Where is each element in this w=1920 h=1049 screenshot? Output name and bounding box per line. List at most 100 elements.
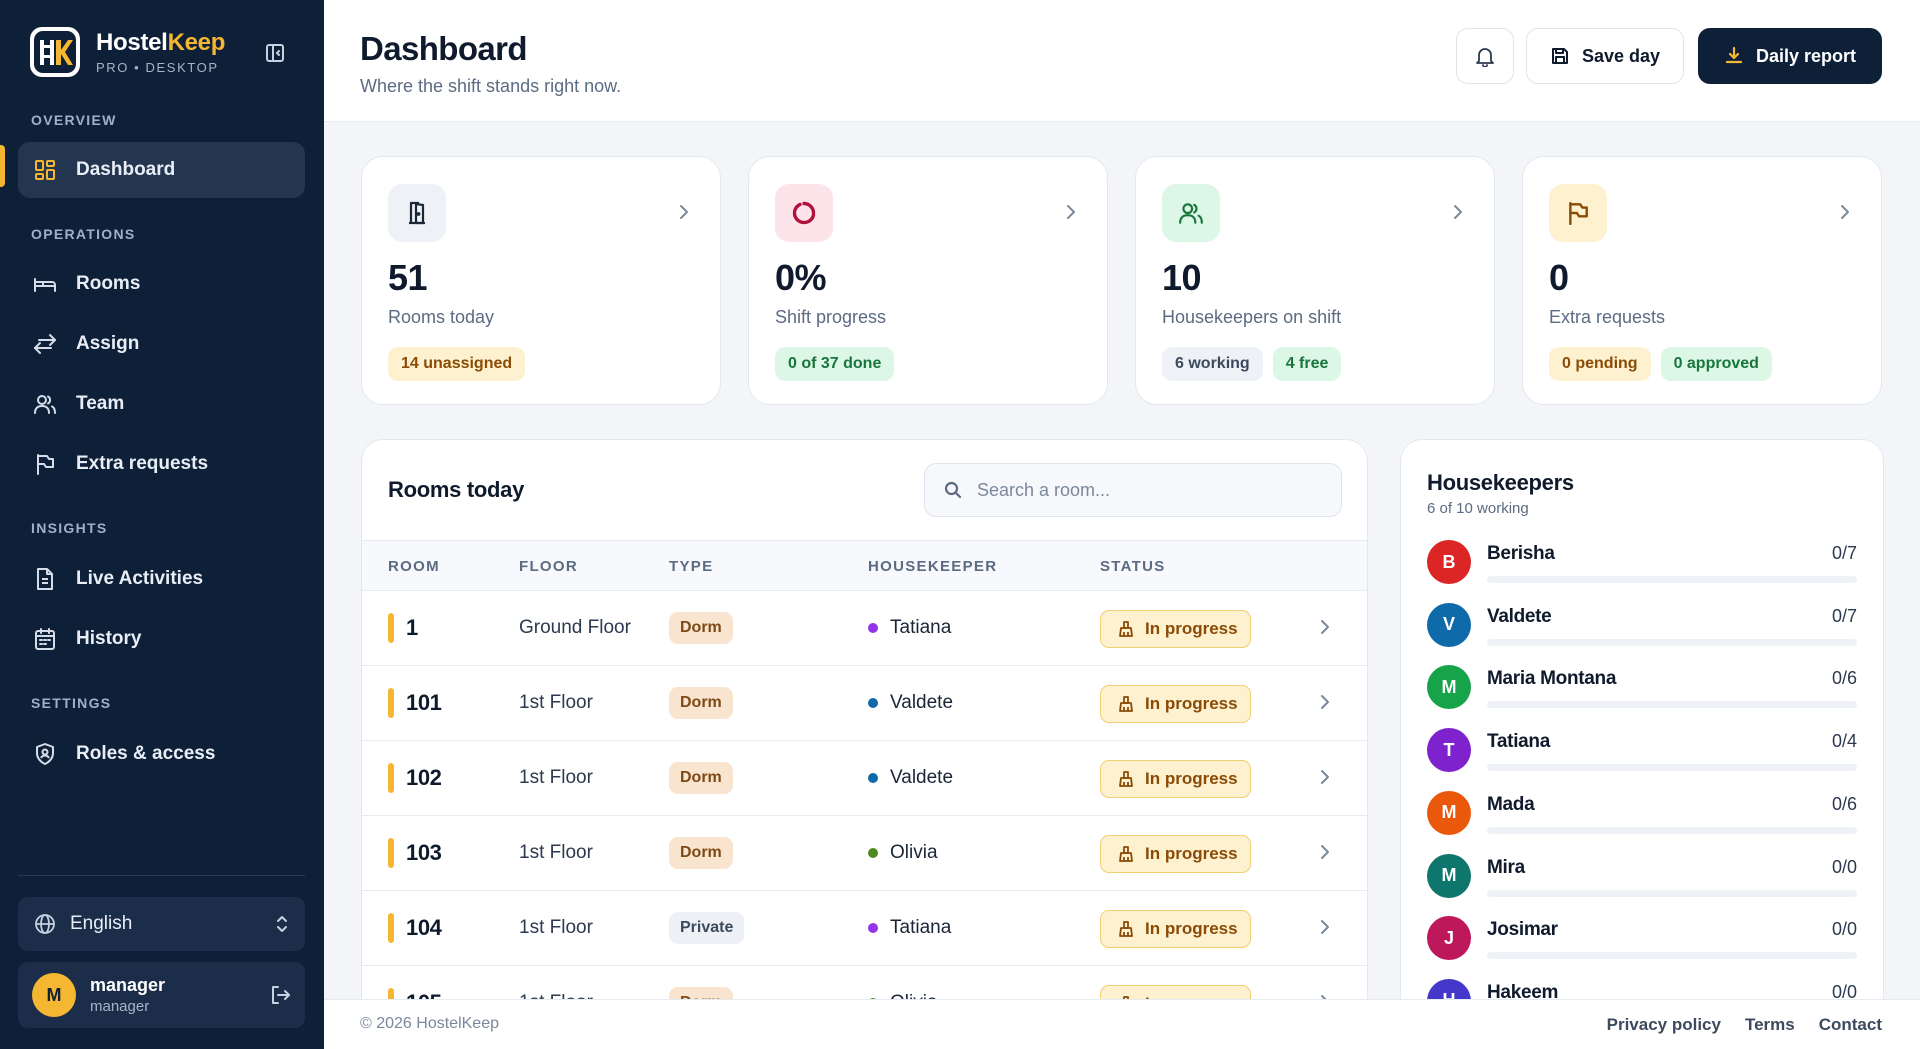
table-row[interactable]: 102 1st Floor Dorm Valdete In progress [362, 741, 1367, 816]
column-header-floor[interactable]: FLOOR [519, 558, 578, 575]
stat-label: Shift progress [775, 307, 887, 327]
search-box[interactable] [924, 463, 1342, 517]
stat-card-rooms-today[interactable]: 51 Rooms today 14 unassigned [361, 156, 721, 405]
sidebar-item-roles-access[interactable]: Roles & access [18, 726, 305, 782]
housekeeper-row[interactable]: M Mira 0/0 [1427, 853, 1857, 904]
chevron-right-icon[interactable] [1320, 919, 1330, 935]
brand-subtitle: PRO • DESKTOP [96, 60, 219, 75]
housekeeper-name: Josimar [1487, 919, 1558, 941]
logout-icon[interactable] [269, 984, 291, 1006]
pending-badge: 0 pending [1549, 347, 1651, 381]
stat-card-shift-progress[interactable]: 0% Shift progress 0 of 37 done [748, 156, 1108, 405]
column-header-type[interactable]: TYPE [669, 558, 714, 575]
chevron-right-icon[interactable] [1320, 694, 1330, 710]
progress-bar [1487, 826, 1857, 834]
search-input[interactable] [977, 479, 1317, 501]
brand-name-part1: Hostel [96, 29, 168, 56]
sidebar-item-label: Team [76, 393, 125, 414]
stat-card-extra-requests[interactable]: 0 Extra requests 0 pending 0 approved [1522, 156, 1882, 405]
room-type-badge: Private [669, 912, 745, 944]
stat-value: 51 [388, 257, 428, 298]
chevron-right-icon [1839, 203, 1851, 221]
contact-link[interactable]: Contact [1818, 1015, 1882, 1034]
housekeeper-color-dot [868, 773, 878, 783]
housekeeper-name: Valdete [890, 692, 954, 713]
language-select[interactable]: English [18, 897, 305, 951]
room-housekeeper: Tatiana [868, 617, 951, 639]
avatar: M [32, 973, 76, 1017]
room-number: 103 [406, 840, 442, 865]
avatar: M [1427, 790, 1471, 835]
column-header-housekeeper[interactable]: HOUSEKEEPER [868, 558, 998, 575]
column-header-room[interactable]: ROOM [388, 558, 440, 575]
housekeeper-row[interactable]: T Tatiana 0/4 [1427, 728, 1857, 778]
sidebar-item-team[interactable]: Team [18, 376, 305, 432]
sidebar-item-history[interactable]: History [18, 611, 305, 667]
room-floor: 1st Floor [519, 842, 593, 863]
save-day-button[interactable]: Save day [1526, 28, 1684, 84]
table-row[interactable]: 1 Ground Floor Dorm Tatiana In progress [362, 591, 1367, 666]
row-status-marker [388, 613, 394, 643]
chevron-right-icon[interactable] [1320, 769, 1330, 785]
column-header-status[interactable]: STATUS [1100, 558, 1166, 575]
sidebar-item-live-activities[interactable]: Live Activities [18, 551, 305, 607]
room-number: 104 [406, 915, 442, 940]
housekeeper-count: 0/6 [1831, 793, 1857, 814]
bed-icon [32, 271, 58, 297]
shield-icon [32, 741, 58, 767]
housekeeper-name: Hakeem [1487, 981, 1559, 1003]
privacy-policy-link[interactable]: Privacy policy [1606, 1015, 1721, 1034]
table-row[interactable]: 104 1st Floor Private Tatiana In progress [362, 891, 1367, 966]
room-number: 102 [406, 765, 442, 790]
sidebar-item-dashboard[interactable]: Dashboard [18, 142, 305, 198]
calendar-icon [32, 626, 58, 652]
save-day-label: Save day [1581, 45, 1661, 66]
table-row[interactable]: 103 1st Floor Dorm Olivia In progress [362, 816, 1367, 891]
housekeeper-count: 0/0 [1831, 856, 1857, 877]
status-label: In progress [1145, 919, 1238, 938]
housekeeper-row[interactable]: M Mada 0/6 [1427, 790, 1857, 841]
progress-bar [1487, 701, 1857, 709]
room-type-badge: Dorm [669, 762, 733, 794]
notifications-button[interactable] [1456, 28, 1514, 84]
status-label: In progress [1145, 619, 1238, 638]
sidebar-item-rooms[interactable]: Rooms [18, 256, 305, 312]
brand[interactable]: HostelKeep PRO • DESKTOP [30, 27, 225, 77]
terms-link[interactable]: Terms [1744, 1015, 1795, 1034]
chevron-right-icon[interactable] [1320, 619, 1330, 635]
stat-card-housekeepers[interactable]: 10 Housekeepers on shift 6 working 4 fre… [1135, 156, 1495, 405]
room-type-badge: Dorm [669, 837, 733, 869]
avatar: V [1427, 602, 1471, 647]
row-status-marker [388, 913, 394, 943]
housekeeper-count: 0/4 [1831, 731, 1857, 752]
table-row[interactable]: 101 1st Floor Dorm Valdete In progress [362, 666, 1367, 741]
sidebar-item-extra-requests[interactable]: Extra requests [18, 436, 305, 492]
room-housekeeper: Olivia [868, 842, 938, 864]
copyright: © 2026 HostelKeep [360, 1015, 499, 1032]
nav-section-operations: OPERATIONS [31, 226, 136, 242]
status-badge: In progress [1100, 910, 1251, 948]
housekeepers-title: Housekeepers [1427, 470, 1574, 495]
housekeeper-name: Valdete [1487, 605, 1552, 627]
room-housekeeper: Tatiana [868, 917, 951, 939]
sidebar-item-label: History [76, 628, 142, 649]
status-label: In progress [1145, 769, 1238, 788]
housekeeper-count: 0/0 [1831, 981, 1857, 1002]
stat-value: 10 [1162, 257, 1202, 298]
status-badge: In progress [1100, 835, 1251, 873]
sidebar-collapse-icon[interactable] [262, 40, 288, 66]
chevron-right-icon[interactable] [1320, 844, 1330, 860]
rooms-title: Rooms today [388, 477, 525, 502]
search-icon [943, 480, 963, 500]
room-type-badge: Dorm [669, 612, 733, 644]
housekeeper-row[interactable]: B Berisha 0/7 [1427, 540, 1857, 590]
chevron-up-down-icon [275, 914, 289, 934]
stat-value: 0 [1549, 257, 1569, 298]
save-icon [1550, 46, 1582, 66]
daily-report-button[interactable]: Daily report [1698, 28, 1882, 84]
housekeeper-row[interactable]: J Josimar 0/0 [1427, 916, 1857, 966]
housekeeper-row[interactable]: M Maria Montana 0/6 [1427, 665, 1857, 715]
status-badge: In progress [1100, 685, 1251, 723]
housekeeper-row[interactable]: V Valdete 0/7 [1427, 602, 1857, 653]
sidebar-item-assign[interactable]: Assign [18, 316, 305, 372]
